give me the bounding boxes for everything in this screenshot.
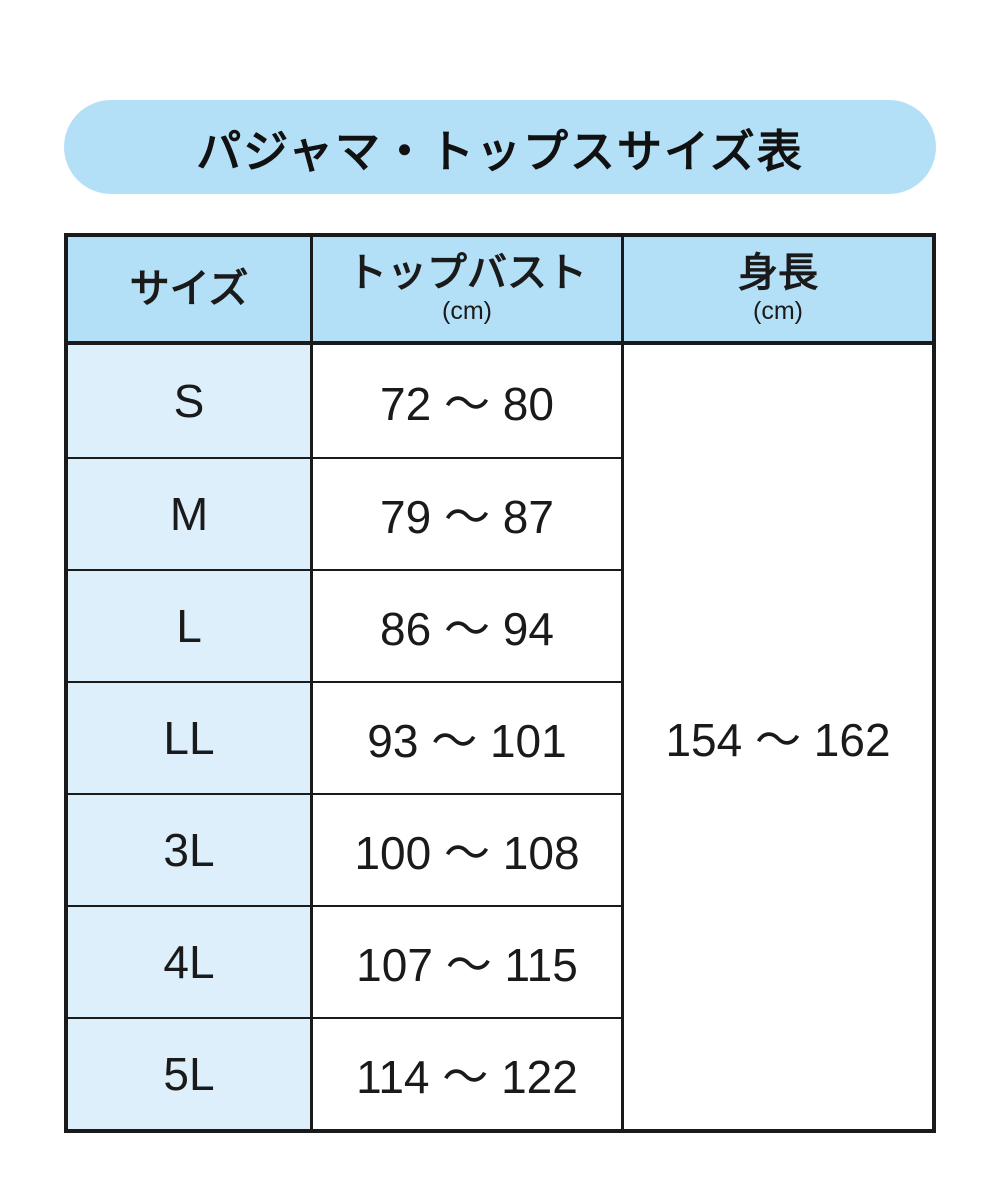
- size-cell-5l: 5L: [68, 1017, 313, 1129]
- bust-cell-s: 72 〜 80: [313, 345, 624, 457]
- header-bust-label: トップバスト: [347, 251, 587, 295]
- bust-cell-m: 79 〜 87: [313, 457, 624, 569]
- header-height-label: 身長: [738, 251, 818, 295]
- bust-cell-4l: 107 〜 115: [313, 905, 624, 1017]
- header-cell-bust: トップバスト (cm): [313, 237, 624, 345]
- size-cell-m: M: [68, 457, 313, 569]
- size-cell-l: L: [68, 569, 313, 681]
- header-bust-unit: (cm): [442, 297, 492, 325]
- height-merged-cell: 154 〜 162: [624, 345, 932, 1129]
- bust-cell-l: 86 〜 94: [313, 569, 624, 681]
- bust-cell-3l: 100 〜 108: [313, 793, 624, 905]
- bust-cell-5l: 114 〜 122: [313, 1017, 624, 1129]
- header-cell-size: サイズ: [68, 237, 313, 345]
- size-cell-3l: 3L: [68, 793, 313, 905]
- size-table: サイズ トップバスト (cm) 身長 (cm) 154 〜 162 S 72 〜…: [64, 233, 936, 1133]
- page-title: パジャマ・トップスサイズ表: [196, 125, 804, 177]
- size-cell-s: S: [68, 345, 313, 457]
- size-cell-4l: 4L: [68, 905, 313, 1017]
- header-cell-height: 身長 (cm): [624, 237, 932, 345]
- header-size-label: サイズ: [129, 267, 249, 311]
- bust-cell-ll: 93 〜 101: [313, 681, 624, 793]
- size-cell-ll: LL: [68, 681, 313, 793]
- title-banner: パジャマ・トップスサイズ表: [64, 100, 936, 194]
- header-height-unit: (cm): [753, 297, 803, 325]
